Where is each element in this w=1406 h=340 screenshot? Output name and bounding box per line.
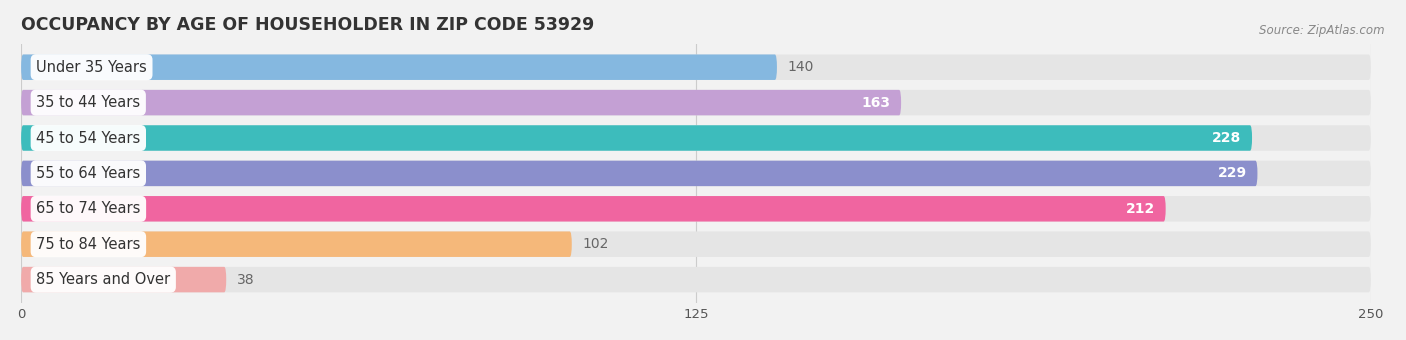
FancyBboxPatch shape <box>21 232 1371 257</box>
Text: 55 to 64 Years: 55 to 64 Years <box>37 166 141 181</box>
FancyBboxPatch shape <box>21 125 1253 151</box>
FancyBboxPatch shape <box>21 161 1371 186</box>
Text: 45 to 54 Years: 45 to 54 Years <box>37 131 141 146</box>
Text: 38: 38 <box>238 273 254 287</box>
Text: 102: 102 <box>582 237 609 251</box>
Text: 140: 140 <box>787 60 814 74</box>
FancyBboxPatch shape <box>21 54 1371 80</box>
FancyBboxPatch shape <box>21 161 1257 186</box>
FancyBboxPatch shape <box>21 90 901 115</box>
Text: 163: 163 <box>862 96 890 109</box>
FancyBboxPatch shape <box>21 267 226 292</box>
FancyBboxPatch shape <box>21 232 572 257</box>
FancyBboxPatch shape <box>21 196 1371 222</box>
FancyBboxPatch shape <box>21 125 1371 151</box>
Text: 229: 229 <box>1218 166 1247 181</box>
Text: 228: 228 <box>1212 131 1241 145</box>
FancyBboxPatch shape <box>21 54 778 80</box>
Text: 65 to 74 Years: 65 to 74 Years <box>37 201 141 216</box>
Text: 75 to 84 Years: 75 to 84 Years <box>37 237 141 252</box>
Text: Source: ZipAtlas.com: Source: ZipAtlas.com <box>1260 24 1385 37</box>
Text: 212: 212 <box>1126 202 1154 216</box>
FancyBboxPatch shape <box>21 267 1371 292</box>
Text: Under 35 Years: Under 35 Years <box>37 60 148 75</box>
Text: OCCUPANCY BY AGE OF HOUSEHOLDER IN ZIP CODE 53929: OCCUPANCY BY AGE OF HOUSEHOLDER IN ZIP C… <box>21 16 595 34</box>
FancyBboxPatch shape <box>21 90 1371 115</box>
Text: 35 to 44 Years: 35 to 44 Years <box>37 95 141 110</box>
FancyBboxPatch shape <box>21 196 1166 222</box>
Text: 85 Years and Over: 85 Years and Over <box>37 272 170 287</box>
